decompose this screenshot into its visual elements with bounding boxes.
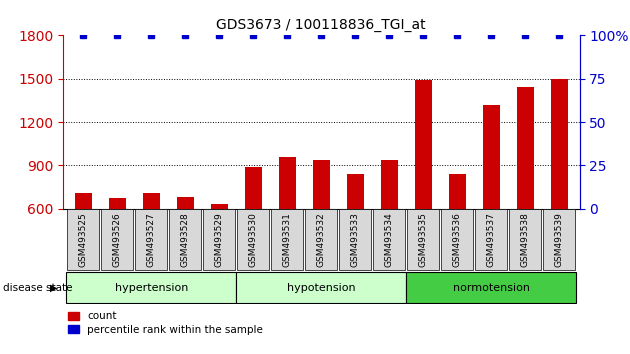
Bar	[109, 199, 126, 209]
FancyBboxPatch shape	[374, 210, 405, 270]
Text: GSM493529: GSM493529	[215, 212, 224, 267]
Bar	[346, 174, 364, 209]
Bar	[177, 196, 194, 209]
Bar	[381, 160, 398, 209]
Bar	[75, 193, 92, 209]
FancyBboxPatch shape	[67, 210, 100, 270]
Text: normotension: normotension	[453, 282, 530, 293]
FancyBboxPatch shape	[238, 210, 269, 270]
Text: GSM493527: GSM493527	[147, 212, 156, 267]
Text: hypotension: hypotension	[287, 282, 355, 293]
FancyBboxPatch shape	[475, 210, 507, 270]
Bar	[245, 167, 262, 209]
Text: GSM493532: GSM493532	[317, 212, 326, 267]
Bar	[449, 174, 466, 209]
FancyBboxPatch shape	[272, 210, 303, 270]
Text: GSM493531: GSM493531	[283, 212, 292, 267]
Bar	[483, 105, 500, 209]
Text: disease state: disease state	[3, 282, 72, 293]
Bar	[415, 80, 432, 209]
Text: GSM493538: GSM493538	[521, 212, 530, 267]
Text: GSM493535: GSM493535	[419, 212, 428, 267]
Text: GSM493534: GSM493534	[385, 212, 394, 267]
Bar	[143, 193, 160, 209]
FancyBboxPatch shape	[509, 210, 541, 270]
FancyBboxPatch shape	[406, 273, 576, 303]
FancyBboxPatch shape	[306, 210, 337, 270]
Text: GSM493525: GSM493525	[79, 212, 88, 267]
Text: GSM493530: GSM493530	[249, 212, 258, 267]
FancyBboxPatch shape	[203, 210, 236, 270]
FancyBboxPatch shape	[135, 210, 168, 270]
Text: hypertension: hypertension	[115, 282, 188, 293]
Text: GSM493528: GSM493528	[181, 212, 190, 267]
Legend: count, percentile rank within the sample: count, percentile rank within the sample	[68, 312, 263, 335]
Text: GSM493536: GSM493536	[453, 212, 462, 267]
FancyBboxPatch shape	[543, 210, 575, 270]
Bar	[211, 204, 228, 209]
FancyBboxPatch shape	[236, 273, 406, 303]
FancyBboxPatch shape	[101, 210, 134, 270]
Bar	[313, 160, 329, 209]
Text: GSM493533: GSM493533	[351, 212, 360, 267]
Text: GSM493537: GSM493537	[487, 212, 496, 267]
Bar	[279, 157, 296, 209]
FancyBboxPatch shape	[66, 273, 236, 303]
Bar	[551, 79, 568, 209]
Title: GDS3673 / 100118836_TGI_at: GDS3673 / 100118836_TGI_at	[217, 18, 426, 32]
FancyBboxPatch shape	[407, 210, 439, 270]
FancyBboxPatch shape	[169, 210, 202, 270]
Text: GSM493539: GSM493539	[554, 212, 564, 267]
Text: ▶: ▶	[50, 282, 58, 293]
Text: GSM493526: GSM493526	[113, 212, 122, 267]
FancyBboxPatch shape	[441, 210, 473, 270]
FancyBboxPatch shape	[340, 210, 371, 270]
Bar	[517, 87, 534, 209]
